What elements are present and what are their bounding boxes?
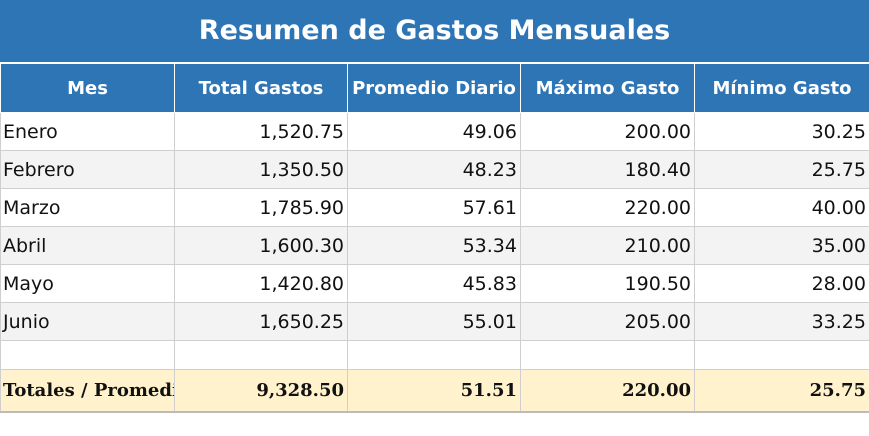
- month-cell: Mayo: [0, 264, 175, 303]
- totals-cell: 220.00: [520, 369, 695, 413]
- month-cell: Enero: [0, 112, 175, 151]
- column-header: Máximo Gasto: [520, 64, 695, 113]
- table-title: Resumen de Gastos Mensuales: [0, 0, 869, 64]
- empty-cell: [174, 340, 348, 370]
- value-cell: 25.75: [694, 150, 869, 189]
- value-cell: 180.40: [520, 150, 695, 189]
- totals-cell: 9,328.50: [174, 369, 348, 413]
- value-cell: 200.00: [520, 112, 695, 151]
- data-row: Mayo 1,420.80 45.83 190.50 28.00: [0, 264, 869, 303]
- data-row: Marzo 1,785.90 57.61 220.00 40.00: [0, 188, 869, 227]
- value-cell: 49.06: [347, 112, 521, 151]
- totals-label: Totales / Promedio: [0, 369, 175, 413]
- column-header: Mínimo Gasto: [694, 64, 869, 113]
- blank-row: [0, 340, 869, 370]
- totals-row: Totales / Promedio 9,328.50 51.51 220.00 25.…: [0, 369, 869, 413]
- value-cell: 28.00: [694, 264, 869, 303]
- value-cell: 57.61: [347, 188, 521, 227]
- table-body: Enero 1,520.75 49.06 200.00 30.25 Febrero 1,35…: [0, 112, 869, 413]
- value-cell: 53.34: [347, 226, 521, 265]
- value-cell: 1,350.50: [174, 150, 348, 189]
- value-cell: 1,520.75: [174, 112, 348, 151]
- value-cell: 40.00: [694, 188, 869, 227]
- value-cell: 55.01: [347, 302, 521, 341]
- value-cell: 1,785.90: [174, 188, 348, 227]
- data-row: Junio 1,650.25 55.01 205.00 33.25: [0, 302, 869, 341]
- header-row: Mes Total Gastos Promedio Diario Máximo Gas…: [0, 64, 869, 113]
- column-header: Promedio Diario: [347, 64, 521, 113]
- expense-table: Mes Total Gastos Promedio Diario Máximo Gas…: [0, 64, 869, 413]
- value-cell: 205.00: [520, 302, 695, 341]
- value-cell: 1,650.25: [174, 302, 348, 341]
- data-row: Enero 1,520.75 49.06 200.00 30.25: [0, 112, 869, 151]
- value-cell: 1,600.30: [174, 226, 348, 265]
- value-cell: 1,420.80: [174, 264, 348, 303]
- value-cell: 35.00: [694, 226, 869, 265]
- totals-cell: 25.75: [694, 369, 869, 413]
- empty-cell: [0, 340, 175, 370]
- empty-cell: [347, 340, 521, 370]
- month-cell: Junio: [0, 302, 175, 341]
- empty-cell: [694, 340, 869, 370]
- value-cell: 45.83: [347, 264, 521, 303]
- value-cell: 48.23: [347, 150, 521, 189]
- empty-cell: [520, 340, 695, 370]
- value-cell: 30.25: [694, 112, 869, 151]
- value-cell: 190.50: [520, 264, 695, 303]
- column-header: Mes: [0, 64, 175, 113]
- value-cell: 33.25: [694, 302, 869, 341]
- data-row: Abril 1,600.30 53.34 210.00 35.00: [0, 226, 869, 265]
- data-row: Febrero 1,350.50 48.23 180.40 25.75: [0, 150, 869, 189]
- column-header: Total Gastos: [174, 64, 348, 113]
- month-cell: Marzo: [0, 188, 175, 227]
- value-cell: 220.00: [520, 188, 695, 227]
- month-cell: Abril: [0, 226, 175, 265]
- month-cell: Febrero: [0, 150, 175, 189]
- totals-cell: 51.51: [347, 369, 521, 413]
- value-cell: 210.00: [520, 226, 695, 265]
